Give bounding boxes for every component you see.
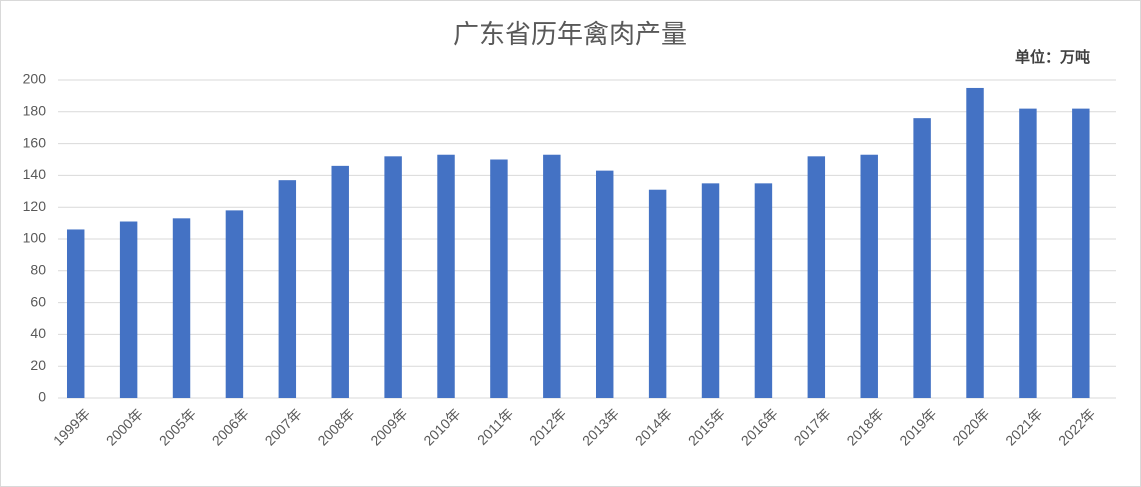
y-tick-label: 160 (23, 134, 47, 150)
y-tick-label: 80 (30, 262, 46, 278)
bar (384, 156, 402, 398)
bar (913, 118, 931, 398)
bar (119, 221, 138, 398)
y-tick-label: 180 (23, 103, 47, 119)
bar (225, 210, 244, 398)
y-tick-label: 20 (30, 357, 46, 373)
bar (807, 156, 826, 398)
unit-annotation: 单位：万吨 (1015, 48, 1090, 66)
bar (331, 165, 349, 398)
bar (595, 170, 614, 398)
bar (490, 159, 508, 398)
bar (701, 183, 720, 398)
chart-title: 广东省历年禽肉产量 (453, 19, 687, 49)
y-tick-label: 100 (23, 230, 47, 246)
bar (648, 189, 667, 398)
bar (1019, 108, 1037, 399)
bar (437, 154, 455, 398)
bar (172, 218, 191, 398)
bar (66, 229, 85, 398)
y-tick-label: 200 (23, 71, 47, 87)
bar (278, 180, 297, 398)
y-tick-label: 40 (30, 325, 46, 341)
y-tick-label: 120 (23, 198, 47, 214)
y-tick-label: 60 (30, 293, 46, 309)
bar (966, 87, 984, 398)
bar (1072, 108, 1090, 399)
bar (543, 154, 561, 398)
bar (754, 183, 773, 398)
y-tick-label: 140 (23, 166, 47, 182)
bar (860, 154, 878, 398)
y-tick-label: 0 (38, 389, 46, 405)
